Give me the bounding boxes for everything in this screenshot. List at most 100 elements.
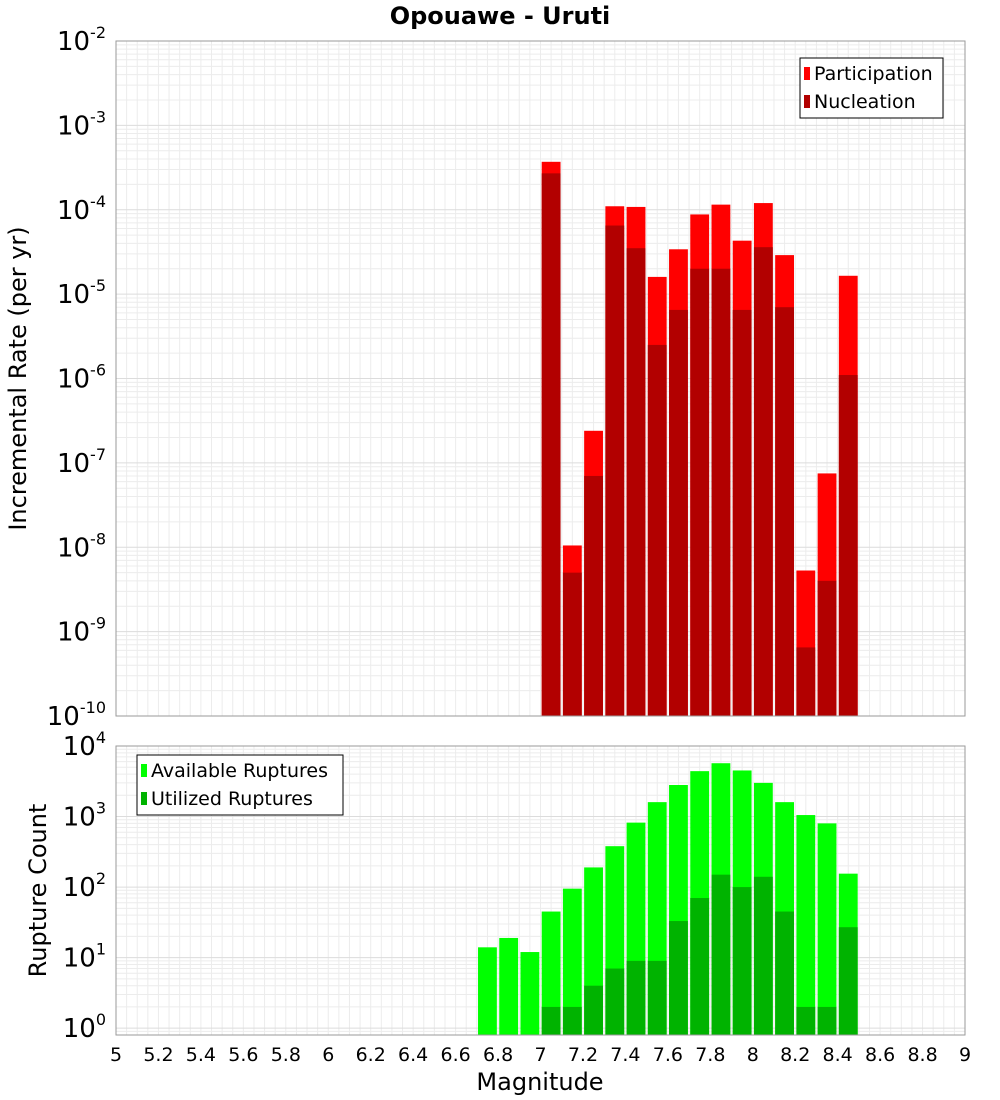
rate-legend-swatch	[804, 67, 810, 80]
rate-bar-b	[584, 475, 603, 716]
x-tick-label: 6.4	[398, 1044, 428, 1066]
x-tick-label: 5.8	[271, 1044, 301, 1066]
x-tick-label: 7.8	[695, 1044, 725, 1066]
rate-legend: Participation Nucleation	[799, 57, 944, 119]
count-bar-b	[753, 876, 773, 1035]
count-bar-b	[647, 960, 667, 1035]
count-bar-a	[499, 937, 519, 1035]
rate-series-1	[541, 173, 858, 717]
top-panel: 10-10 10-9 10-8 10-7 10-6 10-5 10-4 10-3 10-2 Inc…	[4, 23, 966, 732]
count-bar-b	[584, 985, 603, 1035]
count-y-ticks: 100 101 102 103 104	[63, 728, 106, 1044]
count-y-tick-label: 103	[63, 799, 106, 833]
bottom-panel: 100 101 102 103 104 Rupture Count 5 5.2 5.4 5.6 5.…	[24, 728, 971, 1066]
rate-plot-frame	[115, 40, 966, 717]
count-y-tick-label: 100	[63, 1010, 106, 1044]
rate-bar-b	[817, 580, 837, 716]
count-bar-a	[817, 823, 837, 1035]
count-y-tick-label: 102	[63, 869, 106, 903]
rate-bar-b	[541, 173, 561, 716]
rate-bar-b	[690, 268, 710, 716]
x-tick-label: 9	[959, 1044, 971, 1066]
count-y-tick-label: 104	[63, 728, 106, 762]
count-bar-b	[711, 874, 731, 1035]
rate-bar-b	[669, 309, 688, 716]
x-tick-label: 6	[322, 1044, 334, 1066]
count-legend-label: Available Ruptures	[151, 760, 328, 782]
x-tick-label: 7.4	[610, 1044, 640, 1066]
rate-y-tick-label: 10-5	[57, 276, 106, 310]
rate-y-tick-label: 10-4	[57, 192, 106, 226]
x-tick-label: 8.6	[865, 1044, 895, 1066]
rate-y-tick-label: 10-2	[57, 23, 106, 57]
rate-legend-label: Nucleation	[814, 91, 916, 113]
count-legend-label: Utilized Ruptures	[151, 788, 313, 810]
rate-bar-b	[626, 248, 646, 717]
count-y-tick-label: 101	[63, 940, 106, 974]
rate-y-tick-label: 10-6	[57, 361, 106, 395]
rate-y-tick-label: 10-9	[57, 614, 106, 648]
x-tick-label: 5	[110, 1044, 122, 1066]
count-bar-b	[690, 898, 710, 1035]
rate-legend-swatch	[804, 95, 810, 108]
x-tick-label: 7.2	[568, 1044, 598, 1066]
count-bar-b	[732, 887, 752, 1035]
rate-y-tick-label: 10-3	[57, 107, 106, 141]
x-tick-label: 8.2	[780, 1044, 810, 1066]
x-tick-label: 8	[747, 1044, 759, 1066]
x-tick-label: 8.8	[907, 1044, 937, 1066]
rate-legend-box	[799, 57, 944, 119]
count-series-1	[541, 874, 858, 1035]
x-ticks: 5 5.2 5.4 5.6 5.8 6 6.2 6.4 6.6 6.8 7 7.2 7.4 7.6 7.8 8…	[110, 1044, 971, 1066]
count-legend-box	[136, 754, 344, 816]
rate-bar-b	[732, 309, 752, 716]
rate-bar-b	[775, 307, 794, 716]
x-tick-label: 6.6	[440, 1044, 470, 1066]
count-bar-b	[775, 911, 794, 1035]
count-bar-b	[605, 968, 625, 1035]
count-bar-a	[796, 815, 816, 1035]
x-tick-label: 5.6	[228, 1044, 258, 1066]
x-tick-label: 5.2	[143, 1044, 173, 1066]
x-tick-label: 7.6	[653, 1044, 683, 1066]
count-bar-b	[817, 1006, 837, 1035]
count-plot-frame	[115, 745, 966, 1036]
rate-y-tick-label: 10-8	[57, 529, 106, 563]
count-legend-swatch	[141, 792, 147, 805]
count-bar-b	[838, 927, 858, 1035]
count-bar-b	[669, 921, 688, 1035]
count-bar-b	[626, 960, 646, 1035]
count-legend: Available Ruptures Utilized Ruptures	[136, 754, 344, 816]
x-tick-label: 5.4	[186, 1044, 216, 1066]
count-bar-a	[520, 952, 540, 1035]
rate-y-tick-label: 10-10	[47, 698, 106, 732]
rate-y-axis-label: Incremental Rate (per yr)	[4, 226, 32, 530]
count-bar-a	[478, 947, 497, 1035]
count-bar-b	[541, 1006, 561, 1035]
chart-title: Opouawe - Uruti	[390, 2, 611, 30]
rate-bar-b	[838, 375, 858, 716]
rate-grid	[115, 41, 966, 717]
x-tick-label: 7	[534, 1044, 546, 1066]
rate-bar-b	[753, 247, 773, 716]
rate-bar-b	[711, 268, 731, 716]
rate-bar-b	[605, 225, 625, 716]
x-axis-label: Magnitude	[476, 1068, 603, 1096]
count-bar-b	[796, 1006, 816, 1035]
rate-bar-b	[562, 572, 582, 716]
count-bar-b	[562, 1006, 582, 1035]
rate-bar-b	[796, 647, 816, 716]
rate-legend-label: Participation	[814, 63, 933, 85]
rate-y-tick-label: 10-7	[57, 445, 106, 479]
count-bar-a	[562, 888, 582, 1035]
x-tick-label: 8.4	[823, 1044, 853, 1066]
rate-bar-b	[647, 344, 667, 716]
count-bar-a	[541, 911, 561, 1035]
rate-y-ticks: 10-10 10-9 10-8 10-7 10-6 10-5 10-4 10-3 10-2	[47, 23, 106, 732]
count-y-axis-label: Rupture Count	[24, 804, 52, 978]
x-tick-label: 6.2	[356, 1044, 386, 1066]
count-legend-swatch	[141, 764, 147, 777]
x-tick-label: 6.8	[483, 1044, 513, 1066]
